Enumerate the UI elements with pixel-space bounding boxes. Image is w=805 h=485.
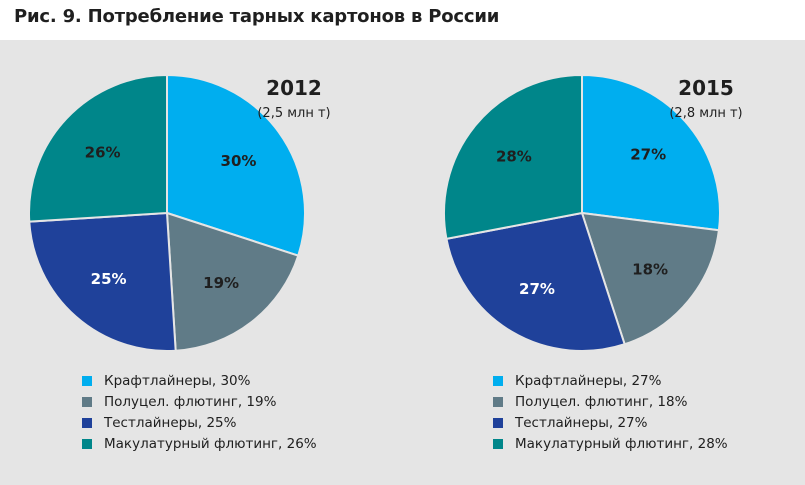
legend-swatch xyxy=(493,375,503,386)
pie-slice-testliner xyxy=(445,211,626,352)
legend-label: Макулатурный флютинг, 28% xyxy=(515,435,728,452)
pie-slice-recycled-fluting xyxy=(443,73,583,241)
legend-label: Полуцел. флютинг, 19% xyxy=(104,393,277,410)
legend-swatch xyxy=(82,396,92,407)
pie-total-volume: (2,5 млн т) xyxy=(257,106,330,121)
legend-swatch xyxy=(493,438,503,449)
legend-label: Тестлайнеры, 25% xyxy=(104,414,237,431)
legend-swatch xyxy=(82,417,92,428)
slice-label-kraftliner: 30% xyxy=(221,152,257,170)
legend-item-testliner: Тестлайнеры, 25% xyxy=(82,412,317,433)
slice-label-recycled-fluting: 26% xyxy=(85,144,121,162)
pie-2015: 27% 18% 27% 28% xyxy=(443,73,721,352)
legend-label: Полуцел. флютинг, 18% xyxy=(515,393,688,410)
legend-swatch xyxy=(493,396,503,407)
slice-label-testliner: 27% xyxy=(519,280,555,298)
pie-slice-semichem-fluting xyxy=(165,211,300,352)
slice-label-kraftliner: 27% xyxy=(630,146,666,164)
pie-slice-testliner xyxy=(28,211,177,353)
figure-title: Рис. 9. Потребление тарных картонов в Ро… xyxy=(14,6,500,27)
legend-swatch xyxy=(493,417,503,428)
legend-item-recycled-fluting: Макулатурный флютинг, 26% xyxy=(82,433,317,454)
slice-label-semichem-fluting: 19% xyxy=(203,274,239,292)
legend-2012: Крафтлайнеры, 30% Полуцел. флютинг, 19% … xyxy=(82,370,317,454)
legend-swatch xyxy=(82,375,92,386)
legend-label: Крафтлайнеры, 30% xyxy=(104,372,251,389)
legend-item-testliner: Тестлайнеры, 27% xyxy=(493,412,728,433)
pie-slice-kraftliner xyxy=(581,73,721,232)
slice-label-testliner: 25% xyxy=(91,270,127,288)
legend-2015: Крафтлайнеры, 27% Полуцел. флютинг, 18% … xyxy=(493,370,728,454)
legend-label: Макулатурный флютинг, 26% xyxy=(104,435,317,452)
pie-slice-recycled-fluting xyxy=(27,73,168,223)
legend-item-kraftliner: Крафтлайнеры, 30% xyxy=(82,370,317,391)
pie-total-volume: (2,8 млн т) xyxy=(669,106,742,121)
legend-label: Крафтлайнеры, 27% xyxy=(515,372,662,389)
legend-item-semichem-fluting: Полуцел. флютинг, 19% xyxy=(82,391,317,412)
pie-year-title: 2015 xyxy=(678,76,734,100)
pie-charts: 30%19%25%26%2012(2,5 млн т)27%18%27%28%2… xyxy=(27,73,743,353)
pie-2012: 30% 19% 25% 26% xyxy=(27,73,306,353)
pie-year-title: 2012 xyxy=(266,76,322,100)
legend-item-recycled-fluting: Макулатурный флютинг, 28% xyxy=(493,433,728,454)
chart-panel: 30% 19% 25% 26% 2012 (2,5 млн т) 27% 18% 27% 28% 2… xyxy=(0,40,805,485)
slice-label-recycled-fluting: 28% xyxy=(496,148,532,166)
legend-swatch xyxy=(82,438,92,449)
legend-label: Тестлайнеры, 27% xyxy=(515,414,648,431)
legend-item-semichem-fluting: Полуцел. флютинг, 18% xyxy=(493,391,728,412)
slice-label-semichem-fluting: 18% xyxy=(632,260,668,278)
pie-slice-kraftliner xyxy=(166,73,306,257)
pie-slice-semichem-fluting xyxy=(580,211,721,346)
legend-item-kraftliner: Крафтлайнеры, 27% xyxy=(493,370,728,391)
